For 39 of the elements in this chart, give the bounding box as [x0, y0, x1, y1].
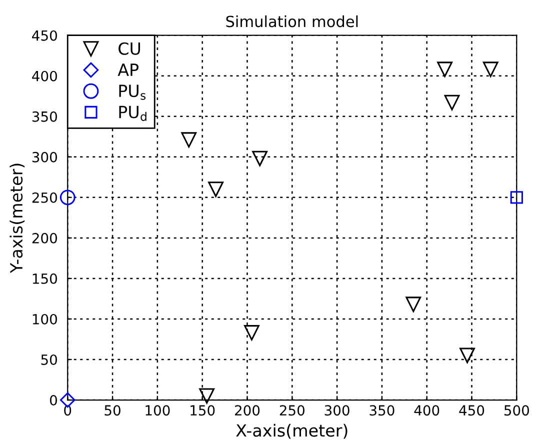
point [181, 132, 197, 148]
point [252, 150, 268, 166]
y-tick-label: 450 [32, 30, 57, 41]
y-tick-label: 300 [32, 152, 57, 162]
x-tick-label: 300 [324, 405, 350, 416]
x-tick-label: 150 [190, 405, 215, 416]
x-tick-label: 100 [146, 405, 170, 416]
x-tick-label: 500 [504, 405, 529, 416]
point [406, 296, 422, 312]
point [437, 62, 453, 78]
point [60, 190, 76, 206]
point [482, 62, 498, 78]
chart-title: Simulation model [226, 15, 358, 28]
legend-label: CU [118, 42, 140, 55]
point [199, 388, 215, 404]
point [510, 191, 523, 204]
y-tick-label: 400 [32, 70, 57, 82]
point [244, 325, 260, 340]
y-tick-label: 50 [41, 354, 57, 365]
x-tick-label: 400 [414, 405, 440, 416]
x-tick-label: 250 [280, 405, 304, 416]
y-tick-label: 350 [32, 111, 57, 122]
y-axis-title: Y-axis(meter) [10, 164, 25, 274]
legend-label: AP [118, 64, 139, 76]
x-tick-label: 50 [104, 405, 120, 416]
point [444, 94, 460, 110]
y-tick-label: 200 [32, 232, 57, 244]
y-tick-label: 250 [32, 192, 57, 203]
y-tick-label: 0 [50, 394, 57, 406]
legend-label: PU$_{d}$ [119, 106, 146, 121]
x-tick-label: 200 [235, 405, 260, 416]
y-tick-label: 150 [32, 273, 57, 284]
y-tick-label: 100 [32, 314, 57, 324]
x-tick-label: 450 [459, 405, 484, 416]
legend-label: PU$_{s}$ [119, 84, 146, 100]
point [208, 182, 224, 198]
x-axis-title: X-axis(meter) [236, 424, 348, 439]
point [460, 348, 475, 364]
x-tick-label: 350 [370, 405, 394, 416]
